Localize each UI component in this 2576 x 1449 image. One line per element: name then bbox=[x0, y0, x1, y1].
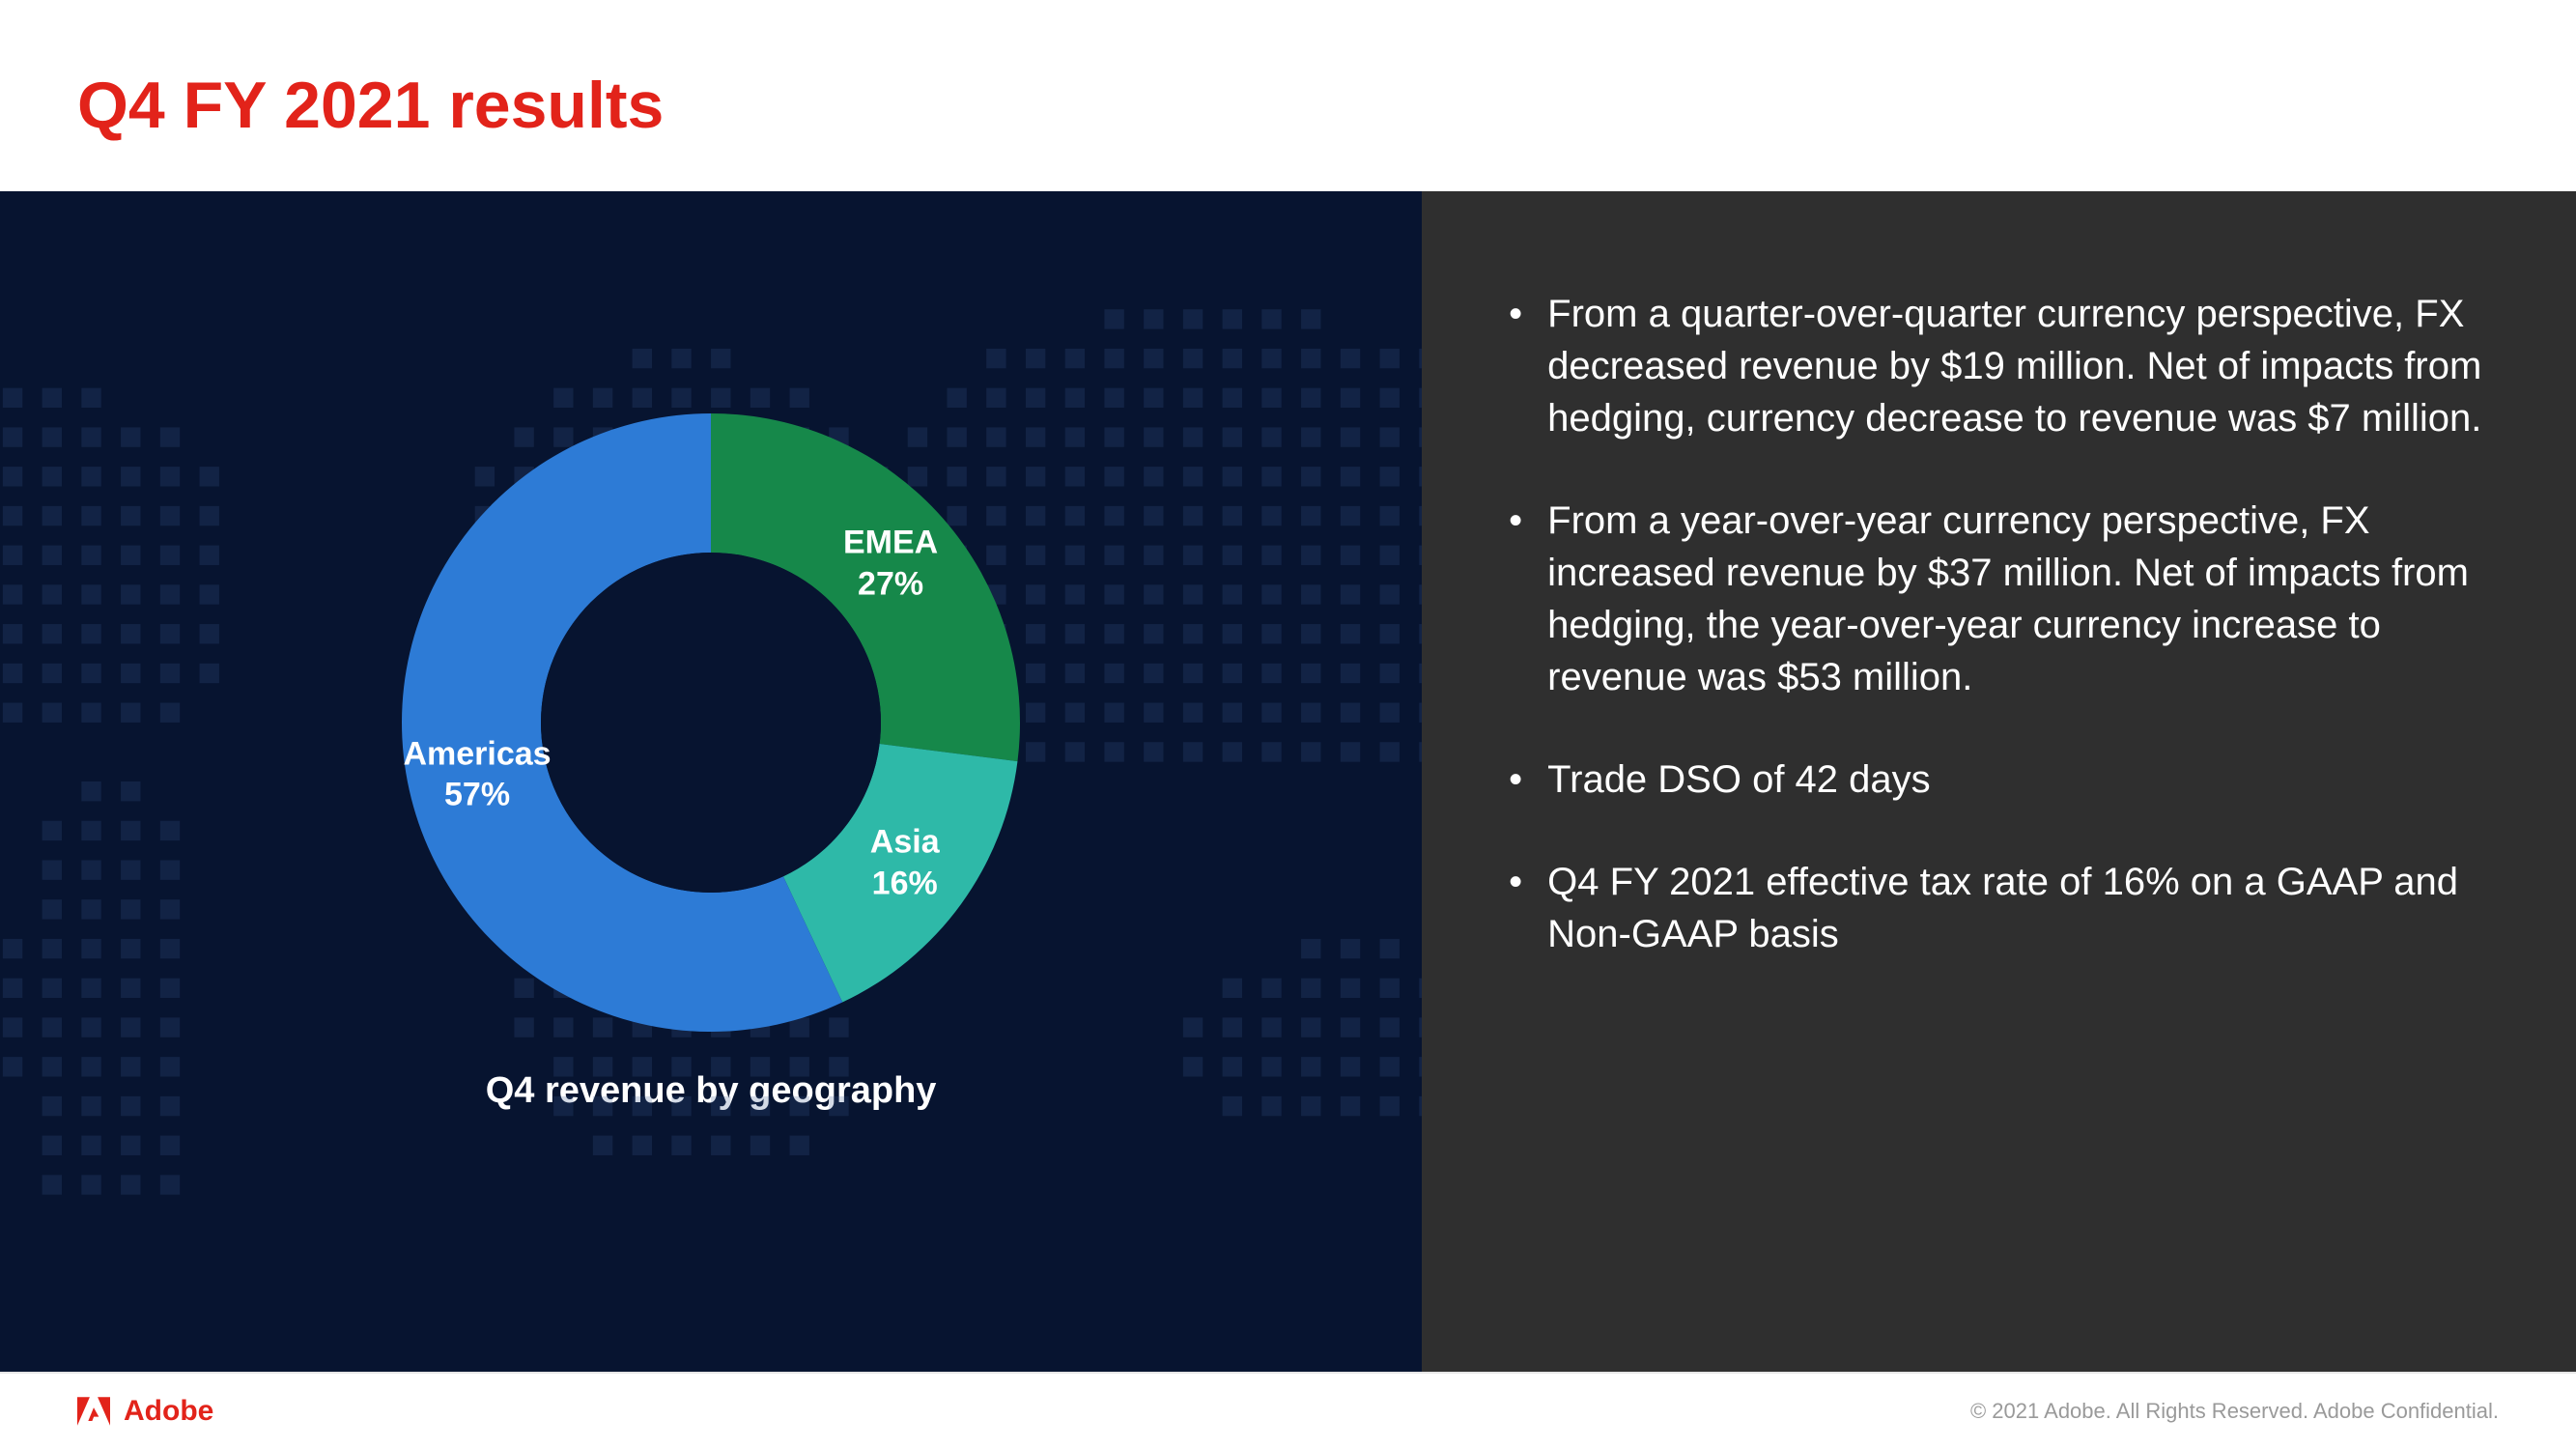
chart-title: Q4 revenue by geography bbox=[486, 1070, 937, 1112]
header: Q4 FY 2021 results bbox=[0, 0, 2576, 191]
slice-name: Americas bbox=[403, 733, 551, 775]
brand: Adobe bbox=[77, 1395, 213, 1428]
slice-label: EMEA27% bbox=[843, 523, 938, 605]
slice-percent: 57% bbox=[403, 775, 551, 816]
slice-name: EMEA bbox=[843, 523, 938, 564]
chart-panel: EMEA27% Asia16% Americas57% Q4 revenue by … bbox=[0, 191, 1422, 1372]
bullet-item: From a quarter-over-quarter currency per… bbox=[1499, 288, 2489, 444]
slice-label: Americas57% bbox=[403, 733, 551, 815]
text-panel: From a quarter-over-quarter currency per… bbox=[1422, 191, 2576, 1372]
adobe-logo-icon bbox=[77, 1397, 110, 1426]
donut-hole bbox=[541, 553, 881, 893]
slide: Q4 FY 2021 results EMEA27% Asia16% America… bbox=[0, 0, 2576, 1449]
bullet-item: Q4 FY 2021 effective tax rate of 16% on … bbox=[1499, 856, 2489, 960]
donut-chart: EMEA27% Asia16% Americas57% bbox=[402, 413, 1020, 1032]
content-row: EMEA27% Asia16% Americas57% Q4 revenue by … bbox=[0, 191, 2576, 1372]
bullet-list: From a quarter-over-quarter currency per… bbox=[1499, 288, 2489, 960]
slice-name: Asia bbox=[870, 822, 940, 864]
footer: Adobe © 2021 Adobe. All Rights Reserved.… bbox=[0, 1372, 2576, 1449]
copyright-text: © 2021 Adobe. All Rights Reserved. Adobe… bbox=[1970, 1399, 2499, 1424]
slice-percent: 27% bbox=[843, 563, 938, 605]
page-title: Q4 FY 2021 results bbox=[77, 68, 2576, 143]
slice-label: Asia16% bbox=[870, 822, 940, 904]
bullet-item: From a year-over-year currency perspecti… bbox=[1499, 495, 2489, 703]
slice-percent: 16% bbox=[870, 863, 940, 904]
brand-text: Adobe bbox=[124, 1395, 213, 1428]
bullet-item: Trade DSO of 42 days bbox=[1499, 753, 2489, 806]
